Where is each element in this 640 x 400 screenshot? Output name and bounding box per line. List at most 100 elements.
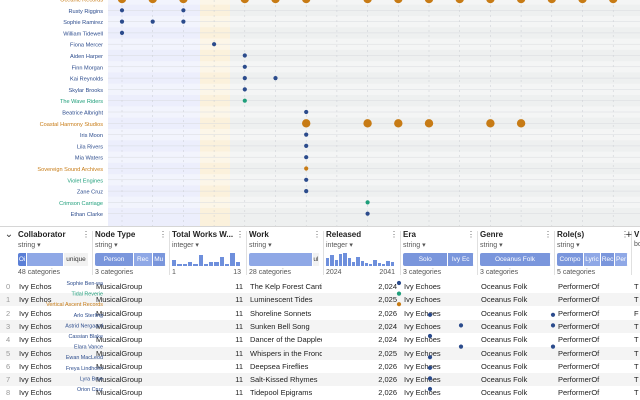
collaboration-dot — [242, 64, 247, 69]
category-segment[interactable]: Person — [95, 253, 135, 266]
collaboration-dot — [273, 76, 278, 81]
table-row[interactable]: 2 Ivy Echos MusicalGroup 11 Shoreline Sonnet… — [0, 307, 640, 320]
cell-idx: 5 — [6, 348, 11, 358]
column-header-genre[interactable]: Genre ⋮ string ▾ Oceanus Folk 3 categories — [478, 227, 555, 279]
column-type[interactable]: integer ▾ — [326, 241, 353, 249]
column-type[interactable]: bo — [634, 241, 640, 248]
column-menu-icon[interactable]: ⋮ — [544, 230, 552, 239]
table-row[interactable]: 5 Ivy Echos MusicalGroup 11 Whispers in the … — [0, 346, 640, 360]
add-column-icon[interactable]: + — [625, 229, 632, 241]
collaboration-dot — [424, 0, 434, 4]
cell-collab: Ivy Echos — [19, 375, 52, 385]
category-segment[interactable]: Lyric — [583, 253, 601, 266]
column-name: Genre — [480, 230, 504, 239]
column-menu-icon[interactable]: ⋮ — [313, 230, 321, 239]
column-menu-icon[interactable]: ⋮ — [82, 230, 90, 239]
column-summary: 48 categories — [18, 269, 61, 276]
cell-era: Ivy Echoes — [404, 335, 441, 345]
cell-era: Ivy Echoes — [404, 388, 441, 398]
table-row[interactable]: 6 Ivy Echos MusicalGroup 11 Deepsea Fireflie… — [0, 360, 640, 373]
column-type[interactable]: string ▾ — [249, 241, 272, 249]
column-header-v[interactable]: Vbo — [632, 227, 640, 279]
category-summary-bar[interactable]: Solo Ivy Ec — [403, 253, 474, 266]
row-stripe — [108, 0, 640, 5]
category-segment[interactable]: Oi — [18, 253, 28, 266]
type-dropdown-icon: ▾ — [266, 242, 272, 249]
cell-work: Whispers in the Fronds — [250, 348, 322, 358]
table-row[interactable]: 1 Ivy Echos MusicalGroup 11 Luminescent Tide… — [0, 293, 640, 307]
collaboration-dot — [363, 0, 372, 4]
collaboration-dot — [212, 42, 217, 47]
column-header-role-s[interactable]: Role(s) ⋮ string ▾ Compo Lyric Rec Per 5 catego… — [555, 227, 632, 279]
category-segment[interactable]: Ivy Ec — [448, 253, 474, 266]
column-type[interactable]: string ▾ — [18, 241, 41, 249]
category-segment[interactable] — [27, 253, 65, 266]
category-summary-bar[interactable]: Person Rec Mu — [95, 253, 166, 266]
column-header-work[interactable]: Work ⋮ string ▾ ul 28 categories — [247, 227, 324, 279]
category-segment[interactable]: Mu — [152, 253, 166, 266]
column-divider[interactable] — [246, 231, 247, 275]
table-row[interactable]: 0 Ivy Echos MusicalGroup 11 The Kelp Forest … — [0, 280, 640, 293]
column-menu-icon[interactable]: ⋮ — [390, 230, 398, 239]
column-divider[interactable] — [477, 231, 478, 275]
band-group — [230, 0, 640, 226]
table-row[interactable]: 4 Ivy Echos MusicalGroup 11 Dancer of the Da… — [0, 333, 640, 346]
category-segment[interactable]: Compo — [557, 253, 584, 266]
histogram[interactable] — [326, 253, 397, 266]
collaboration-dot — [240, 0, 249, 4]
histogram-bar — [373, 259, 377, 266]
column-divider[interactable] — [631, 231, 632, 275]
category-summary-bar[interactable]: ul — [249, 253, 320, 266]
collaboration-dot — [242, 98, 247, 103]
collaboration-dot — [242, 76, 247, 81]
column-divider[interactable] — [92, 231, 93, 275]
column-header-total-works-w[interactable]: Total Works W... ⋮ integer ▾ 1 13 — [170, 227, 247, 279]
column-type[interactable]: string ▾ — [557, 241, 580, 249]
column-header-released[interactable]: Released ⋮ integer ▾ 2024 2041 — [324, 227, 401, 279]
histogram-bar — [235, 261, 240, 266]
collaboration-dot — [242, 87, 247, 92]
category-segment[interactable]: Solo — [403, 253, 449, 266]
cell-v: T — [634, 361, 639, 371]
column-type-label: string — [557, 242, 575, 249]
column-type[interactable]: string ▾ — [480, 241, 503, 249]
column-type-label: string — [249, 242, 267, 249]
column-menu-icon[interactable]: ⋮ — [236, 230, 244, 239]
column-header-node-type[interactable]: Node Type ⋮ string ▾ Person Rec Mu 3 categorie… — [93, 227, 170, 279]
category-segment[interactable]: unique — [64, 253, 89, 266]
column-header-era[interactable]: Era ⋮ string ▾ Solo Ivy Ec 3 categories — [401, 227, 478, 279]
column-header-collaborator[interactable]: Collaborator ⋮ string ▾ Oi unique 48 categori… — [16, 227, 93, 279]
type-dropdown-icon: ▾ — [193, 242, 199, 249]
type-dropdown-icon: ▾ — [35, 242, 41, 249]
column-divider[interactable] — [400, 231, 401, 275]
table-row[interactable]: 3 Ivy Echos MusicalGroup 11 Sunken Bell Song… — [0, 319, 640, 333]
histogram[interactable] — [172, 253, 243, 266]
collapse-icon[interactable]: ⌄ — [4, 229, 14, 240]
column-type[interactable]: string ▾ — [403, 241, 426, 249]
cell-idx: 2 — [6, 308, 11, 318]
cell-total: 11 — [235, 321, 243, 331]
column-type[interactable]: string ▾ — [95, 241, 118, 249]
cell-role: PerformerOf — [558, 295, 600, 305]
table-row[interactable]: 7 Ivy Echos MusicalGroup 11 Salt-Kissed Rhym… — [0, 373, 640, 387]
category-segment[interactable]: ul — [312, 253, 320, 266]
category-summary-bar[interactable]: Oceanus Folk — [480, 253, 551, 266]
category-segment[interactable]: Rec — [134, 253, 153, 266]
column-menu-icon[interactable]: ⋮ — [159, 230, 167, 239]
category-segment[interactable]: Rec — [601, 253, 616, 266]
column-type[interactable]: integer ▾ — [172, 241, 199, 249]
column-divider[interactable] — [169, 231, 170, 275]
cell-type: MusicalGroup — [96, 282, 143, 291]
category-segment[interactable] — [249, 253, 313, 266]
column-divider[interactable] — [323, 231, 324, 275]
category-summary-bar[interactable]: Oi unique — [18, 253, 89, 266]
category-segment[interactable]: Per — [615, 253, 628, 266]
category-segment[interactable]: Oceanus Folk — [480, 253, 551, 266]
column-divider[interactable] — [554, 231, 555, 275]
column-menu-icon[interactable]: ⋮ — [621, 230, 629, 239]
table-row[interactable]: 8 Ivy Echos MusicalGroup 11 Tidepool Epigram… — [0, 386, 640, 399]
column-menu-icon[interactable]: ⋮ — [467, 230, 475, 239]
cell-role: PerformerOf — [558, 321, 600, 331]
category-summary-bar[interactable]: Compo Lyric Rec Per — [557, 253, 628, 266]
collaboration-dot — [455, 0, 464, 4]
